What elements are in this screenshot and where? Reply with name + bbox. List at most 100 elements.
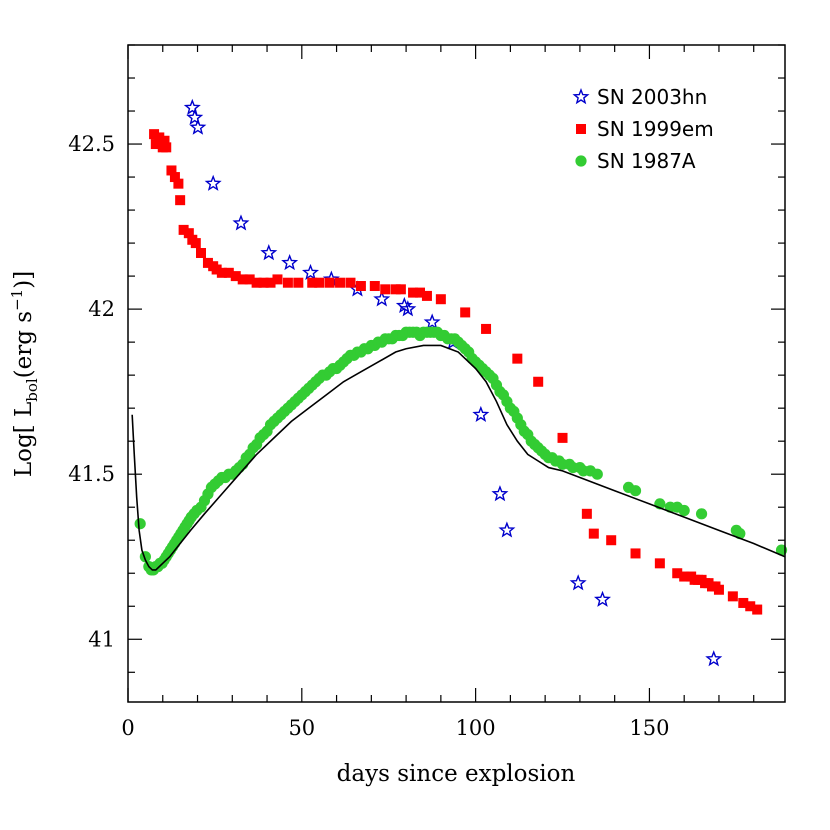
data-point bbox=[738, 597, 749, 608]
data-point bbox=[745, 601, 756, 612]
data-point bbox=[498, 521, 516, 538]
data-point bbox=[491, 485, 509, 502]
data-point bbox=[324, 277, 335, 288]
y-tick-label: 41.5 bbox=[68, 462, 115, 486]
data-point bbox=[166, 165, 177, 176]
data-point bbox=[380, 284, 391, 295]
data-point bbox=[272, 274, 283, 285]
y-tick-label: 41 bbox=[88, 627, 115, 651]
y-axis-title: Log[ Lbol(erg s−1)] bbox=[8, 271, 41, 477]
plot-area bbox=[131, 98, 788, 667]
legend-label: SN 1999em bbox=[597, 117, 714, 141]
data-point bbox=[175, 195, 186, 206]
legend: SN 2003hn SN 1999em SN 1987A bbox=[572, 85, 714, 173]
data-point bbox=[183, 98, 201, 115]
data-point bbox=[307, 277, 318, 288]
x-axis-title: days since explosion bbox=[337, 761, 576, 787]
data-point bbox=[216, 267, 227, 278]
data-point bbox=[223, 267, 234, 278]
data-point bbox=[265, 277, 276, 288]
data-point bbox=[293, 277, 304, 288]
data-point bbox=[301, 263, 320, 281]
data-point bbox=[190, 238, 201, 249]
data-point bbox=[588, 528, 599, 539]
data-point bbox=[282, 277, 293, 288]
data-point bbox=[569, 574, 587, 591]
data-point bbox=[481, 323, 492, 334]
data-point bbox=[395, 284, 406, 295]
data-point bbox=[581, 508, 592, 519]
data-point bbox=[727, 591, 738, 602]
y-tick-label: 42 bbox=[88, 297, 115, 321]
data-point bbox=[355, 281, 366, 292]
data-point bbox=[423, 313, 441, 330]
data-point bbox=[251, 277, 262, 288]
data-point bbox=[159, 135, 170, 146]
data-point bbox=[183, 228, 194, 239]
data-point bbox=[390, 284, 401, 295]
data-point bbox=[593, 590, 612, 607]
data-point bbox=[178, 224, 189, 235]
legend-marker bbox=[576, 124, 586, 134]
data-point bbox=[399, 300, 417, 317]
series-sn-1987a bbox=[134, 326, 788, 576]
data-point bbox=[678, 504, 690, 517]
data-point bbox=[557, 432, 568, 443]
data-point bbox=[369, 281, 380, 292]
data-point bbox=[173, 178, 184, 189]
x-tick-label: 100 bbox=[456, 716, 496, 740]
data-point bbox=[512, 353, 523, 364]
y-tick-label: 42.5 bbox=[68, 132, 115, 156]
data-point bbox=[606, 535, 617, 546]
data-point bbox=[630, 548, 641, 559]
data-point bbox=[421, 290, 432, 301]
data-point bbox=[713, 584, 724, 595]
legend-label: SN 2003hn bbox=[597, 85, 707, 109]
data-point bbox=[345, 277, 356, 288]
data-point bbox=[752, 604, 763, 615]
data-point bbox=[591, 468, 603, 480]
data-point bbox=[204, 174, 222, 191]
axes: 0 50 100 150 41 41.5 42 42.5 bbox=[68, 44, 785, 740]
data-point bbox=[654, 558, 665, 569]
data-point bbox=[186, 108, 204, 125]
data-point bbox=[335, 277, 346, 288]
data-point bbox=[705, 650, 723, 667]
data-point bbox=[196, 247, 206, 258]
data-point bbox=[150, 139, 161, 150]
data-point bbox=[695, 508, 708, 520]
data-point bbox=[211, 264, 222, 275]
x-tick-label: 150 bbox=[629, 716, 669, 740]
data-point bbox=[435, 294, 446, 305]
data-point bbox=[134, 518, 146, 530]
legend-marker bbox=[572, 88, 590, 105]
data-point bbox=[533, 376, 544, 387]
x-tick-label: 50 bbox=[288, 716, 315, 740]
data-point bbox=[460, 307, 471, 318]
legend-marker bbox=[575, 155, 587, 167]
data-point bbox=[232, 214, 250, 231]
data-point bbox=[281, 253, 299, 271]
data-point bbox=[161, 142, 172, 153]
series-sn-1999em bbox=[149, 129, 763, 615]
data-point bbox=[472, 405, 490, 423]
legend-label: SN 1987A bbox=[597, 149, 696, 173]
data-point bbox=[149, 129, 160, 140]
data-point bbox=[169, 172, 180, 183]
data-point bbox=[415, 287, 425, 298]
data-point bbox=[679, 571, 690, 582]
data-point bbox=[189, 118, 207, 135]
data-point bbox=[230, 271, 241, 282]
plot-frame bbox=[127, 44, 786, 703]
data-point bbox=[154, 132, 165, 143]
data-point bbox=[629, 485, 642, 497]
model-curve bbox=[131, 344, 786, 571]
series-sn-2003hn bbox=[183, 98, 723, 667]
data-point bbox=[408, 287, 419, 298]
data-point bbox=[244, 274, 255, 285]
data-point bbox=[373, 290, 391, 307]
data-point bbox=[237, 274, 248, 285]
data-point bbox=[260, 244, 278, 261]
series-model-curve bbox=[131, 344, 786, 571]
